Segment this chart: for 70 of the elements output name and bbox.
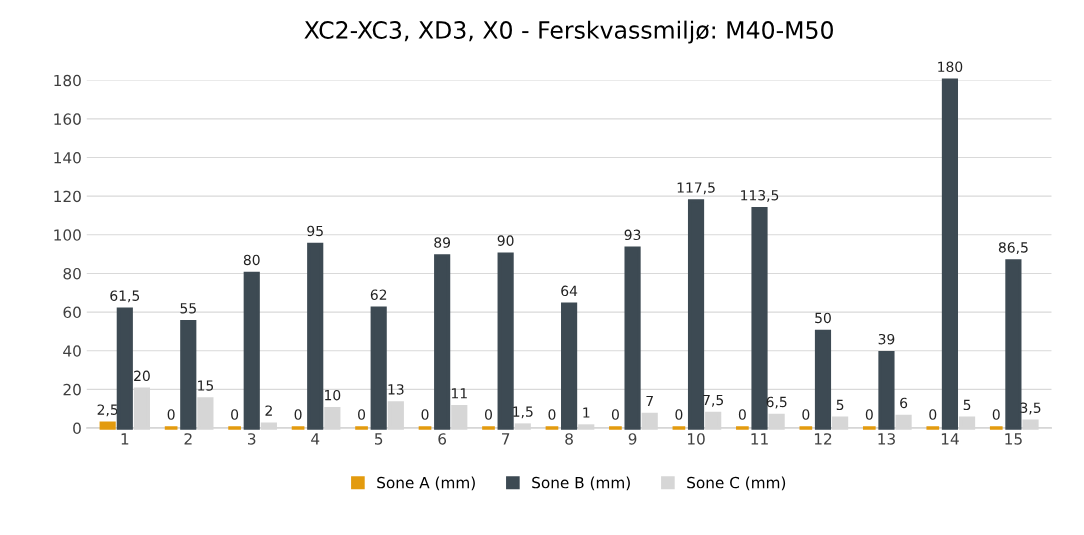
chart-title: XC2-XC3, XD3, X0 - Ferskvassmiljø: M40-M50 [304,20,833,44]
data-label: 0 [358,409,366,420]
y-tick-label: 0 [73,422,81,435]
data-label: 64 [561,285,578,297]
y-tick-label: 80 [63,267,81,280]
data-label: 180 [938,61,963,72]
x-tick-label: 2 [184,433,192,445]
data-label: 50 [815,312,831,324]
x-tick-label: 12 [814,433,832,445]
x-tick-label: 3 [248,433,256,445]
legend-label: Sone B (mm) [532,476,630,491]
data-label: 39 [878,333,895,345]
x-tick-label: 5 [375,433,383,445]
x-tick-label: 11 [751,433,768,445]
data-label: 62 [370,289,387,300]
x-tick-label: 4 [311,433,320,445]
y-tick-label: 60 [63,306,81,319]
data-label: 0 [421,409,429,420]
data-label: 2 [265,405,272,416]
data-label: 2,5 [97,404,118,417]
data-label: 93 [624,229,641,241]
x-tick-label: 9 [628,433,637,445]
legend-label: Sone C (mm) [687,476,786,491]
data-label: 5 [836,399,844,411]
data-label: 6 [900,397,908,409]
y-tick-label: 40 [63,345,81,357]
data-label: 0 [865,409,873,420]
data-label: 0 [548,409,556,420]
data-label: 89 [434,237,451,248]
data-label: 7 [646,395,653,407]
data-label: 0 [802,409,810,420]
x-tick-label: 14 [941,433,959,445]
data-label: 1 [583,407,590,418]
y-tick-label: 120 [54,190,81,203]
data-label: 0 [167,409,175,420]
data-label: 86,5 [998,242,1028,255]
data-label: 0 [929,409,937,420]
data-label: 0 [738,409,746,420]
y-tick-label: 140 [54,151,81,164]
data-label: 113,5 [741,189,779,202]
x-tick-label: 13 [878,433,895,445]
data-label: 20 [134,370,150,382]
y-tick-label: 160 [54,113,81,125]
data-label: 10 [325,389,341,401]
data-label: 61,5 [110,290,140,303]
data-label: 11 [451,388,467,399]
data-label: 0 [294,409,302,420]
data-label: 117,5 [677,182,715,195]
x-tick-label: 6 [438,433,447,445]
data-label: 0 [675,409,683,420]
y-tick-label: 180 [54,74,81,87]
x-tick-label: 8 [565,433,573,445]
data-label: 95 [307,225,323,237]
y-tick-label: 100 [54,229,81,241]
data-label: 15 [198,380,214,391]
data-label: 0 [992,409,1000,420]
legend-label: Sone A (mm) [377,476,475,491]
x-tick-label: 7 [502,433,510,445]
data-label: 0 [611,409,619,420]
data-label: 0 [484,409,492,420]
data-label: 90 [497,235,514,246]
x-tick-label: 15 [1005,433,1022,445]
data-label: 13 [388,384,404,395]
x-tick-label: 10 [688,433,705,445]
data-label: 5 [963,399,971,411]
x-tick-label: 1 [121,433,129,445]
data-label: 80 [243,254,260,266]
y-tick-label: 20 [63,383,81,396]
data-label: 0 [231,409,239,420]
data-label: 55 [180,303,196,314]
